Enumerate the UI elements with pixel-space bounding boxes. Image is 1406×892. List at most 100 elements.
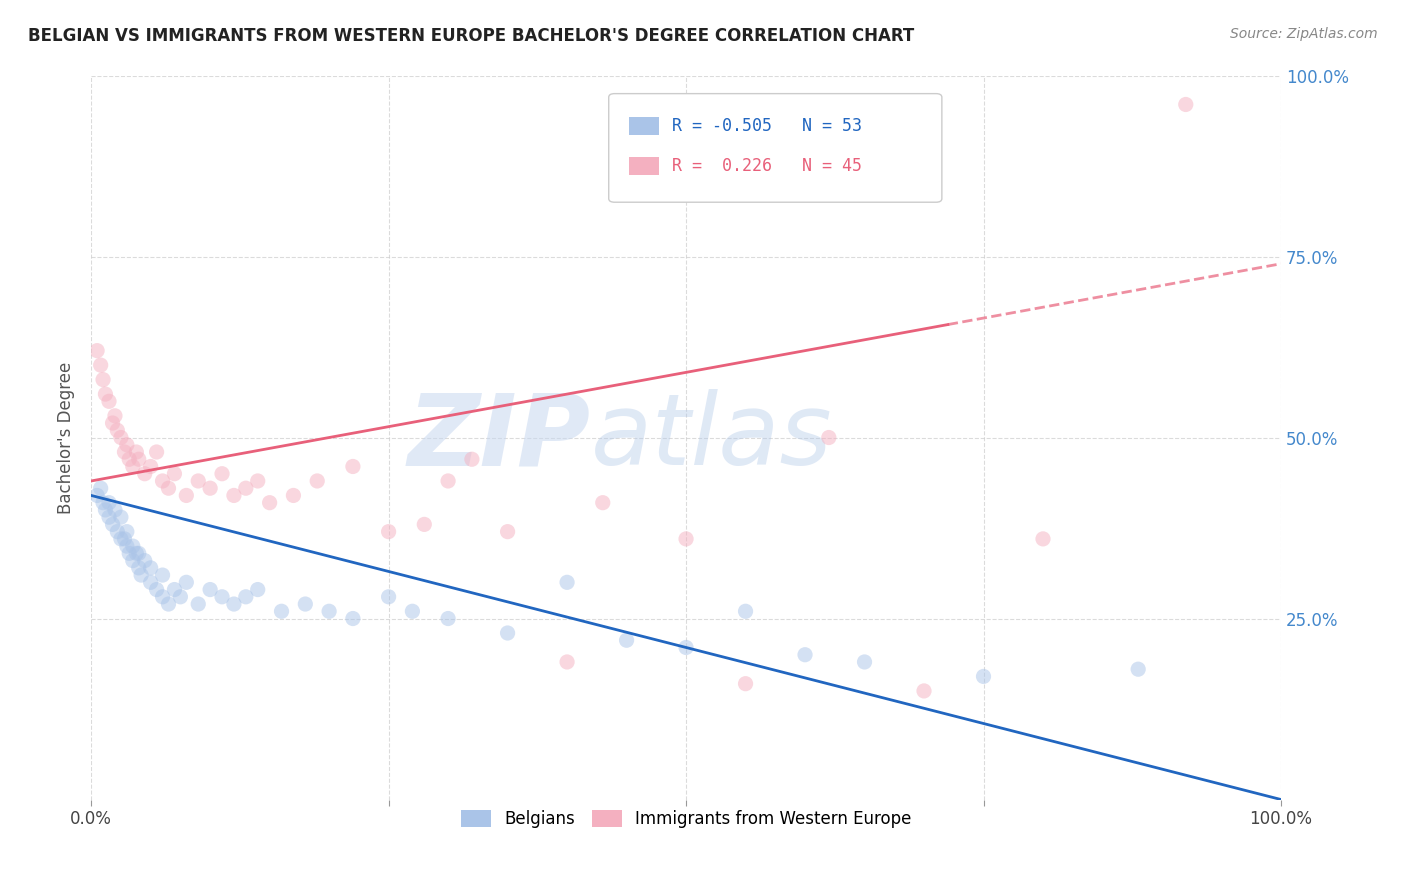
Point xyxy=(101,416,124,430)
Point xyxy=(675,532,697,546)
Point xyxy=(616,633,638,648)
Point xyxy=(246,582,269,597)
Y-axis label: Bachelor's Degree: Bachelor's Degree xyxy=(58,361,75,514)
Point xyxy=(139,575,162,590)
Point xyxy=(235,590,257,604)
Point xyxy=(105,524,128,539)
Point xyxy=(912,684,935,698)
Point xyxy=(211,467,233,481)
Point xyxy=(121,553,143,567)
Point xyxy=(377,524,399,539)
Bar xyxy=(628,117,658,135)
Point xyxy=(294,597,316,611)
Point xyxy=(187,474,209,488)
Point xyxy=(98,496,121,510)
Point xyxy=(118,546,141,560)
Point xyxy=(128,546,150,560)
Point xyxy=(101,517,124,532)
Point xyxy=(555,655,578,669)
Point xyxy=(125,445,148,459)
Text: atlas: atlas xyxy=(591,389,832,486)
Point xyxy=(163,467,186,481)
Point xyxy=(90,481,112,495)
Point xyxy=(152,590,174,604)
Point xyxy=(139,459,162,474)
Point xyxy=(86,343,108,358)
Point xyxy=(437,611,460,625)
Point xyxy=(115,539,138,553)
Point xyxy=(86,488,108,502)
Point xyxy=(222,597,245,611)
Point xyxy=(817,430,839,444)
Point xyxy=(211,590,233,604)
Point xyxy=(401,604,423,618)
Point xyxy=(307,474,329,488)
Point xyxy=(1174,97,1197,112)
Point xyxy=(115,524,138,539)
Point xyxy=(145,445,167,459)
Point xyxy=(121,459,143,474)
Point xyxy=(114,532,136,546)
Point xyxy=(118,452,141,467)
Point xyxy=(496,524,519,539)
Point xyxy=(198,582,221,597)
Text: ZIP: ZIP xyxy=(408,389,591,486)
Point xyxy=(169,590,191,604)
Point xyxy=(187,597,209,611)
Point xyxy=(134,467,156,481)
Point xyxy=(734,604,756,618)
Point xyxy=(853,655,876,669)
Point xyxy=(98,510,121,524)
Point xyxy=(176,575,198,590)
Point xyxy=(104,503,127,517)
Point xyxy=(91,496,114,510)
Point xyxy=(134,553,156,567)
Point xyxy=(152,568,174,582)
Point xyxy=(91,373,114,387)
Point xyxy=(110,430,132,444)
Point xyxy=(413,517,436,532)
Point xyxy=(675,640,697,655)
Point xyxy=(592,496,614,510)
Point xyxy=(98,394,121,409)
Point xyxy=(152,474,174,488)
Point xyxy=(1032,532,1054,546)
Point xyxy=(318,604,340,618)
Point xyxy=(342,611,364,625)
Point xyxy=(110,532,132,546)
Text: Source: ZipAtlas.com: Source: ZipAtlas.com xyxy=(1230,27,1378,41)
Point xyxy=(222,488,245,502)
Point xyxy=(139,561,162,575)
Point xyxy=(734,676,756,690)
Point xyxy=(94,503,117,517)
Point xyxy=(121,539,143,553)
FancyBboxPatch shape xyxy=(609,94,942,202)
Point xyxy=(128,561,150,575)
Point xyxy=(125,546,148,560)
Point xyxy=(259,496,281,510)
Point xyxy=(555,575,578,590)
Point xyxy=(270,604,292,618)
Point xyxy=(110,510,132,524)
Point xyxy=(496,626,519,640)
Point xyxy=(794,648,817,662)
Text: R = -0.505   N = 53: R = -0.505 N = 53 xyxy=(672,117,862,136)
Text: R =  0.226   N = 45: R = 0.226 N = 45 xyxy=(672,157,862,175)
Point xyxy=(145,582,167,597)
Point xyxy=(198,481,221,495)
Point xyxy=(1128,662,1150,676)
Point xyxy=(105,423,128,437)
Point xyxy=(157,481,180,495)
Text: BELGIAN VS IMMIGRANTS FROM WESTERN EUROPE BACHELOR'S DEGREE CORRELATION CHART: BELGIAN VS IMMIGRANTS FROM WESTERN EUROP… xyxy=(28,27,914,45)
Point xyxy=(128,452,150,467)
Point xyxy=(235,481,257,495)
Point xyxy=(163,582,186,597)
Legend: Belgians, Immigrants from Western Europe: Belgians, Immigrants from Western Europe xyxy=(454,803,918,835)
Point xyxy=(129,568,152,582)
Point xyxy=(461,452,484,467)
Point xyxy=(283,488,305,502)
Point xyxy=(104,409,127,423)
Point xyxy=(377,590,399,604)
Bar xyxy=(628,157,658,175)
Point xyxy=(342,459,364,474)
